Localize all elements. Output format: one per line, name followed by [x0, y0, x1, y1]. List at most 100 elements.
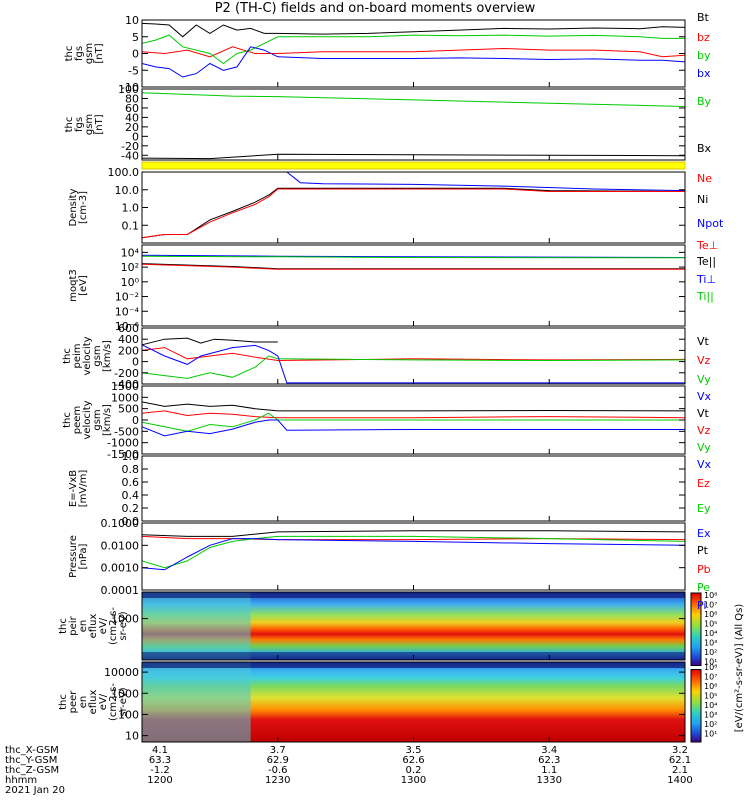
legend-entry: Pi [697, 599, 706, 612]
y-axis-label: (cm2-s- [108, 683, 119, 721]
spectrogram-early-interval [142, 592, 251, 660]
ephemeris-value: -1.2 [150, 765, 170, 776]
y-axis-label: moqt3 [68, 269, 79, 302]
series-line-fgs-gsm-1 [141, 46, 686, 58]
legend-entry: Vz [697, 354, 711, 367]
ephemeris-value: -0.6 [268, 765, 288, 776]
y-tick-label: 600 [118, 322, 139, 335]
legend-entry: Te⊥ [696, 239, 718, 252]
y-tick-label: 80 [125, 92, 139, 105]
spectrogram-noise-band [142, 662, 685, 668]
y-tick-label: -1500 [107, 448, 139, 461]
ephemeris-value: 3.4 [541, 745, 557, 756]
colorbar-lower [690, 669, 702, 743]
legend-entry: Npot [697, 217, 724, 230]
y-axis-label: [km/s] [102, 404, 113, 436]
y-axis-label: thc [58, 618, 69, 634]
y-axis-label: gsm [84, 43, 95, 64]
legend-entry: Vx [697, 390, 712, 403]
y-axis-label: [nT] [94, 114, 105, 134]
legend-entry: Pe [697, 581, 710, 594]
ephemeris-value: 3.5 [406, 745, 422, 756]
series-line-temperature-2 [141, 263, 685, 270]
legend-entry: Vt [697, 335, 710, 348]
y-tick-label: 1000 [111, 613, 139, 626]
ephemeris-value: 0.2 [406, 765, 422, 776]
series-line-pressure-2 [141, 535, 686, 569]
y-tick-label: 0.0100 [101, 539, 140, 552]
y-tick-label: -20 [121, 140, 139, 153]
colorbar-tick-label: 10⁷ [704, 673, 717, 682]
y-tick-label: 400 [118, 333, 139, 346]
colorbar-tick-label: 10² [704, 720, 717, 729]
colorbar-tick-label: 10⁷ [704, 601, 717, 610]
ephemeris-value: 3.2 [672, 745, 688, 756]
ephemeris-value: 1200 [147, 775, 172, 786]
y-axis-label: [nPa] [78, 543, 89, 569]
legend-entry: Ey [697, 502, 711, 515]
y-tick-label: 200 [118, 344, 139, 357]
y-tick-label: 0.2 [122, 502, 140, 515]
y-tick-label: -40 [121, 149, 139, 162]
chart-title: P2 (TH-C) fields and on-board moments ov… [214, 1, 536, 16]
y-axis-label: eV/ [98, 617, 109, 634]
ephemeris-row-label: thc_Y-GSM [5, 755, 57, 766]
y-tick-label: 500 [118, 403, 139, 416]
y-tick-label: 0.0010 [101, 562, 140, 575]
y-tick-label: 10⁻² [115, 291, 139, 304]
quality-flag-bar [141, 161, 686, 170]
y-tick-label: -10 [121, 81, 139, 94]
legend-entry: Vx [697, 458, 712, 471]
series-line-peim-velocity-2 [141, 355, 686, 379]
legend-entry: Ti⊥ [696, 273, 716, 286]
y-axis-label: eflux [88, 690, 99, 715]
y-axis-label: E=-VxB [68, 470, 79, 507]
series-line-temperature-1 [141, 255, 686, 259]
y-axis-label: [km/s] [102, 340, 113, 372]
panel-frame [141, 171, 686, 244]
y-axis-label: (cm2-s- [108, 607, 119, 645]
ephemeris-value: 1330 [537, 775, 562, 786]
ephemeris-value: 63.3 [149, 755, 171, 766]
colorbar-tick-label: 10⁶ [704, 682, 717, 691]
ephemeris-value: 3.7 [270, 745, 286, 756]
y-axis-label: thc [62, 348, 73, 364]
series-line-fgs-gsm-2-0 [141, 92, 686, 107]
legend-entry: bz [697, 31, 710, 44]
ephemeris-value: 1230 [265, 775, 290, 786]
y-tick-label: 1.0 [122, 450, 140, 463]
colorbar-tick-label: 10¹ [704, 658, 717, 667]
colorbar-tick-label: 10² [704, 648, 717, 657]
legend-entry: Vz [697, 424, 711, 437]
y-tick-label: 60 [125, 102, 139, 115]
y-axis-label: thc [62, 412, 73, 428]
panel-frame [141, 522, 686, 591]
y-axis-label: eV/ [98, 693, 109, 710]
series-line-density-0 [286, 171, 686, 192]
colorbar-tick-label: 10⁴ [704, 701, 717, 710]
y-tick-label: 10 [125, 730, 139, 743]
colorbar-tick-label: 10⁸ [704, 591, 717, 600]
y-tick-label: -500 [114, 425, 139, 438]
legend-entry: Te|| [696, 255, 716, 268]
y-axis-label: gsm [84, 114, 95, 135]
y-tick-label: 10 [125, 14, 139, 27]
y-axis-label: sr-eV) [118, 611, 129, 640]
y-tick-label: 1.0 [122, 202, 140, 215]
legend-entry: Pt [697, 544, 709, 557]
series-line-fgs-gsm-2 [141, 34, 685, 65]
y-tick-label: 100.0 [108, 166, 140, 179]
y-tick-label: 0 [132, 130, 139, 143]
series-line-density-2 [141, 188, 685, 239]
y-axis-label: peir [68, 615, 79, 635]
legend-entry: By [697, 95, 712, 108]
ephemeris-value: 1300 [401, 775, 426, 786]
series-line-fgs-gsm-3 [141, 46, 686, 78]
y-tick-label: 0.6 [122, 476, 140, 489]
colorbar-tick-label: 10⁵ [704, 692, 717, 701]
y-tick-label: 10⁻⁴ [115, 305, 140, 318]
y-tick-label: 10.0 [115, 184, 140, 197]
legend-entry: Vt [697, 407, 710, 420]
ephemeris-row-label: thc_X-GSM [5, 745, 59, 756]
y-axis-label: sr-eV) [118, 687, 129, 716]
